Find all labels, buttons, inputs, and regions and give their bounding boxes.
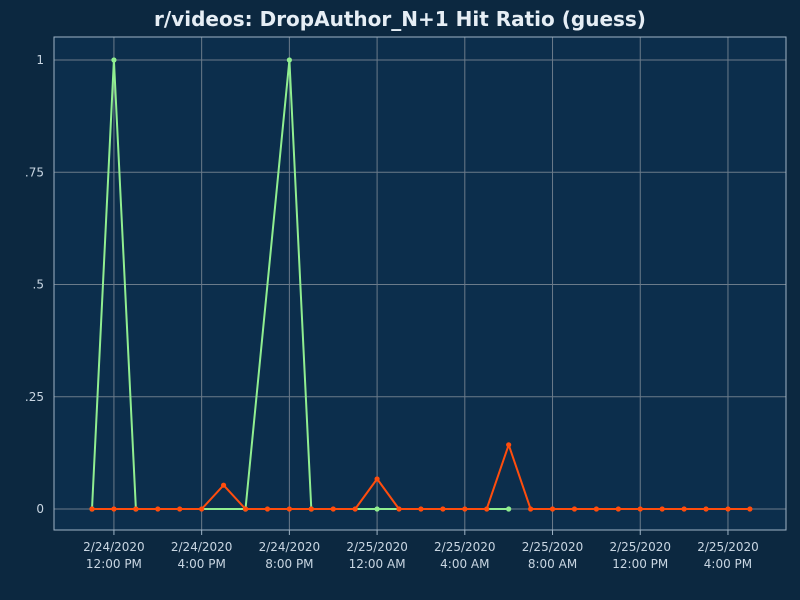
x-tick-label-time: 8:00 PM — [265, 557, 313, 571]
data-point — [396, 506, 402, 512]
data-point — [725, 506, 731, 512]
data-point — [220, 482, 227, 488]
data-point — [264, 506, 271, 512]
data-point — [418, 506, 424, 512]
data-point — [352, 506, 358, 512]
data-point — [330, 506, 336, 512]
plot-area — [54, 37, 786, 530]
data-point — [593, 506, 599, 512]
data-point — [374, 506, 380, 512]
y-tick-label: 0 — [36, 502, 44, 516]
data-point — [89, 506, 95, 512]
data-point — [133, 506, 139, 512]
data-point — [659, 506, 665, 512]
plot-frame — [53, 36, 787, 531]
series-line-1 — [91, 59, 509, 510]
x-tick-label-date: 2/24/2020 — [83, 540, 145, 554]
x-tick-label-time: 12:00 PM — [612, 557, 668, 571]
x-tick-label-date: 2/25/2020 — [522, 540, 584, 554]
x-tick-label-time: 8:00 AM — [528, 557, 577, 571]
data-point — [747, 506, 753, 512]
x-tick-label-date: 2/25/2020 — [697, 540, 759, 554]
x-tick-label-time: 4:00 PM — [177, 557, 225, 571]
data-point — [286, 506, 292, 512]
grid-lines — [54, 37, 786, 535]
data-point — [440, 506, 446, 512]
data-point — [177, 506, 183, 512]
data-point — [484, 506, 490, 512]
data-point — [637, 506, 643, 512]
data-point — [681, 506, 687, 512]
data-point — [528, 506, 534, 512]
data-point — [242, 506, 249, 512]
data-point — [506, 442, 512, 448]
y-tick-label: .25 — [25, 390, 44, 404]
data-point — [111, 506, 117, 512]
x-tick-label-time: 4:00 PM — [704, 557, 752, 571]
data-point — [111, 57, 117, 63]
x-tick-label-time: 12:00 PM — [86, 557, 142, 571]
x-tick-label-date: 2/24/2020 — [171, 540, 233, 554]
y-tick-label: 1 — [36, 53, 44, 67]
data-point — [155, 506, 161, 512]
x-tick-label-date: 2/25/2020 — [346, 540, 408, 554]
y-tick-label: .5 — [33, 278, 44, 292]
data-point — [374, 476, 380, 482]
data-series — [89, 57, 753, 512]
x-tick-label-date: 2/25/2020 — [434, 540, 496, 554]
axis-tick-labels: 0 .25 .5 .75 1 2/24/2020 12:00 PM 2/24/2020 4:00… — [25, 53, 759, 571]
x-tick-label-date: 2/24/2020 — [259, 540, 321, 554]
x-tick-label-date: 2/25/2020 — [609, 540, 671, 554]
chart-title: r/videos: DropAuthor_N+1 Hit Ratio (gues… — [154, 7, 646, 31]
data-point — [462, 506, 468, 512]
data-point — [286, 57, 292, 63]
data-point — [308, 506, 314, 512]
y-tick-label: .75 — [25, 165, 44, 179]
data-point — [549, 506, 556, 512]
data-point — [199, 506, 205, 512]
data-point — [506, 506, 512, 512]
x-tick-label-time: 12:00 AM — [349, 557, 406, 571]
data-point — [571, 506, 578, 512]
x-tick-label-time: 4:00 AM — [440, 557, 489, 571]
data-point — [615, 506, 621, 512]
data-point — [703, 506, 709, 512]
